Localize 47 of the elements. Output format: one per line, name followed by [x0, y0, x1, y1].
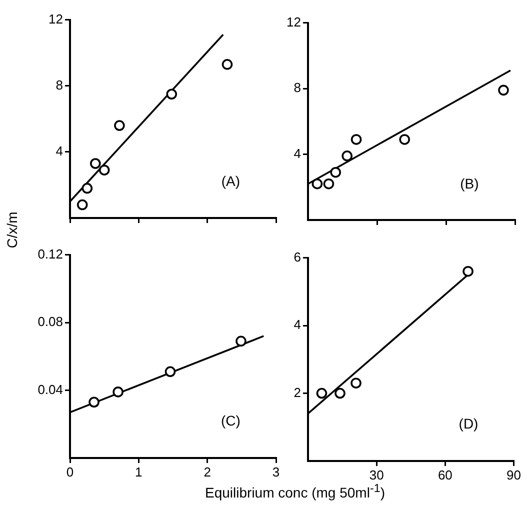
- annotation: (A): [221, 173, 240, 190]
- point: [166, 88, 178, 100]
- x-tick-label: 90: [506, 467, 522, 482]
- x-tick-label: 0: [66, 464, 74, 480]
- point: [112, 386, 124, 398]
- y-axis-title: C/x/m: [4, 210, 20, 250]
- y-tick-label: 12: [48, 11, 63, 26]
- point: [88, 396, 100, 408]
- point: [334, 388, 346, 399]
- annotation: (D): [458, 415, 478, 432]
- point: [330, 166, 341, 178]
- x-tick-label: 3: [272, 464, 280, 480]
- annotation: (C): [220, 412, 240, 428]
- x-tick-label: 1: [135, 464, 142, 480]
- x-tick-label: 2: [204, 464, 211, 480]
- point: [114, 120, 125, 131]
- point: [98, 164, 110, 176]
- y-tick-label: 4: [294, 317, 301, 332]
- point: [82, 182, 93, 194]
- point: [90, 158, 101, 169]
- point: [462, 266, 474, 277]
- x-tick-label: 60: [438, 467, 452, 482]
- y-tick-label: 0.08: [38, 314, 63, 330]
- point: [342, 150, 352, 162]
- point: [222, 58, 233, 70]
- y-tick-label: 8: [294, 80, 301, 96]
- x-tick-label: 30: [369, 467, 384, 482]
- annotation: (B): [460, 175, 479, 192]
- y-tick-label: 4: [56, 144, 63, 159]
- point: [323, 178, 334, 190]
- point: [236, 336, 246, 347]
- point: [164, 366, 176, 378]
- point: [76, 199, 88, 210]
- point: [316, 388, 328, 399]
- x-axis-title: Equilibrium conc (mg 50ml$^{-1}$): [204, 482, 386, 501]
- point: [498, 84, 509, 96]
- y-tick-label: 6: [294, 249, 301, 264]
- y-tick-label: 4: [294, 146, 301, 161]
- y-tick-label: 12: [286, 14, 301, 30]
- y-tick-label: 0.12: [38, 246, 63, 262]
- y-tick-label: 8: [56, 77, 63, 92]
- y-tick-label: 2: [294, 384, 301, 400]
- point: [312, 178, 323, 190]
- point: [399, 134, 410, 145]
- y-tick-label: 0.04: [38, 382, 63, 397]
- point: [350, 134, 362, 145]
- point: [350, 378, 362, 389]
